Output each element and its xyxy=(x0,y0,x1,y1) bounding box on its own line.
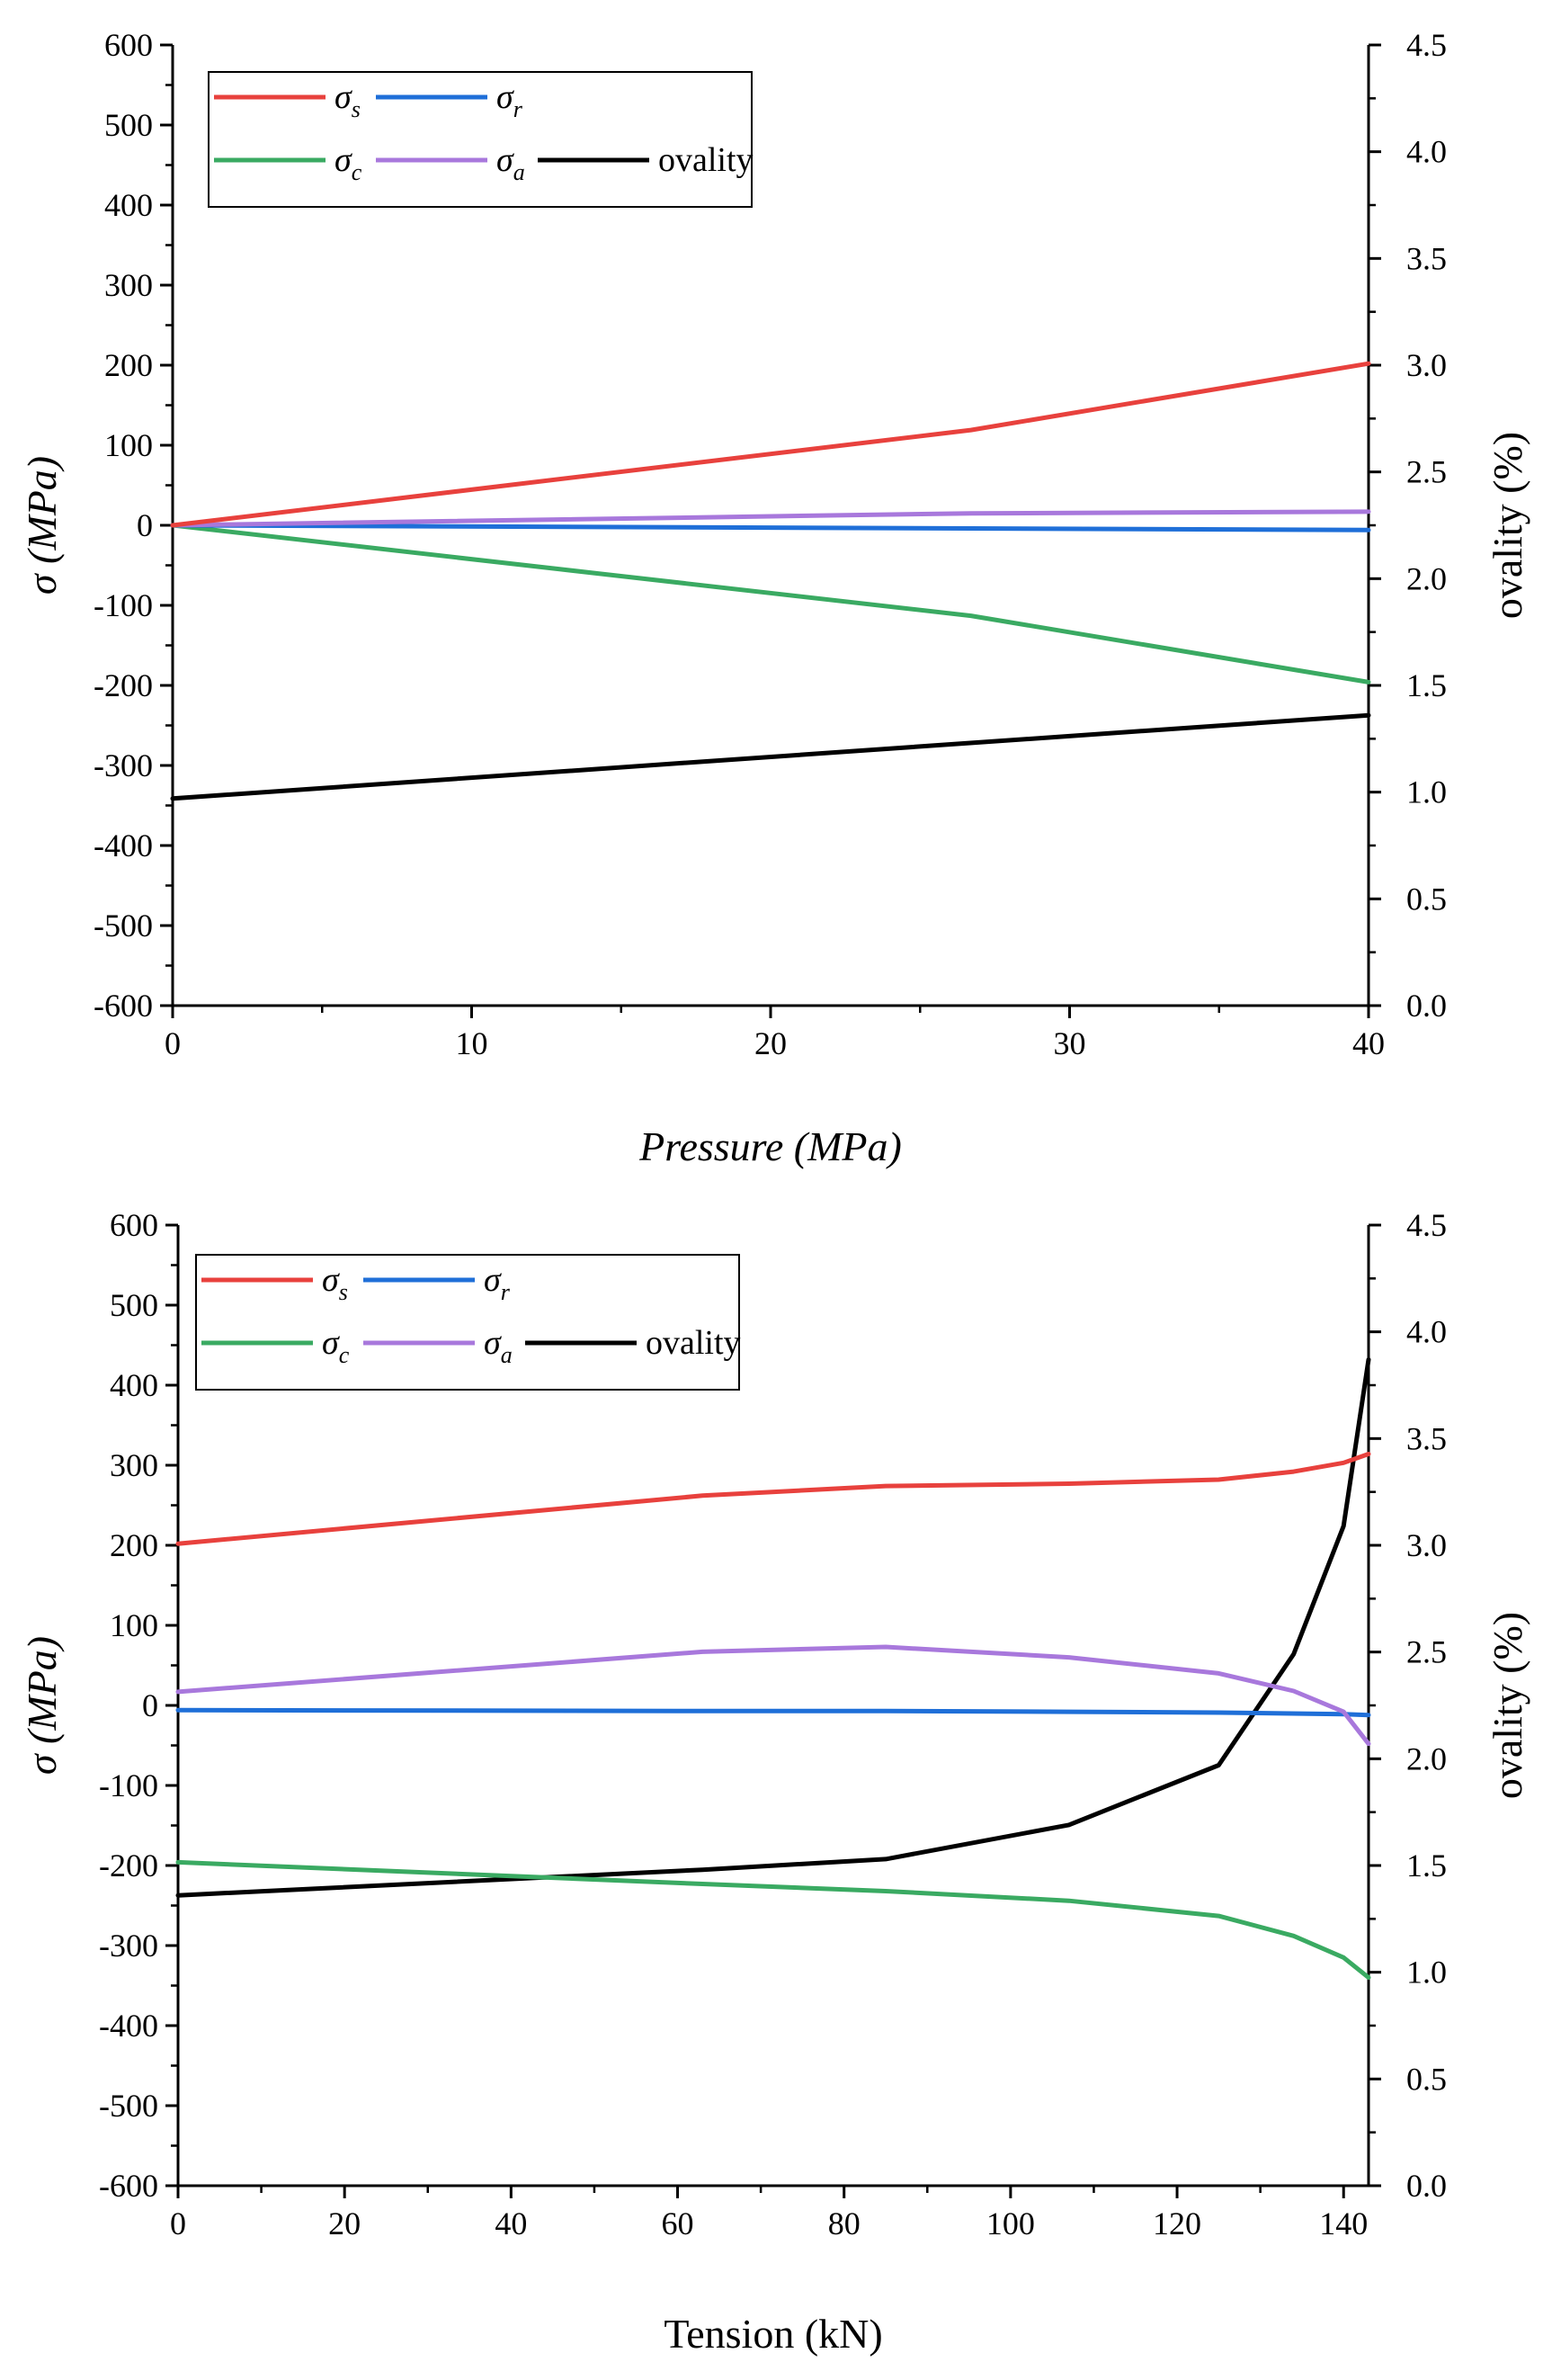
y-tick-label: 600 xyxy=(110,1207,158,1243)
y-right-tick-label: 0.5 xyxy=(1406,2061,1447,2097)
x-tick-label: 100 xyxy=(986,2206,1035,2241)
y-right-tick-label: 4.5 xyxy=(1406,1207,1447,1243)
y-axis-title: σ (MPa) xyxy=(19,1636,65,1775)
series-line-sigma-s xyxy=(175,1452,1371,1546)
y-right-tick-label: 2.0 xyxy=(1406,560,1447,596)
series-line-sigma-s xyxy=(170,361,1371,528)
y-right-tick-label: 4.0 xyxy=(1406,1314,1447,1350)
y-tick-label: 100 xyxy=(104,427,153,463)
legend-subscript: c xyxy=(352,159,362,185)
y-tick-label: 300 xyxy=(110,1447,158,1483)
y-right-tick-label: 4.5 xyxy=(1406,27,1447,63)
legend-subscript: s xyxy=(352,96,361,122)
x-tick-label: 20 xyxy=(328,2206,361,2241)
legend-label: σc xyxy=(334,141,362,185)
y-right-tick-label: 0.5 xyxy=(1406,881,1447,917)
y-right-tick-label: 0.0 xyxy=(1406,2168,1447,2204)
x-tick-label: 60 xyxy=(662,2206,694,2241)
series-line-ovality xyxy=(175,1357,1371,1898)
x-tick-label: 40 xyxy=(495,2206,527,2241)
series-line-sigma-a xyxy=(175,1644,1371,1747)
legend-box xyxy=(195,1254,740,1391)
y-tick-label: 0 xyxy=(137,507,153,543)
legend-subscript: c xyxy=(339,1342,350,1368)
series-line-sigma-c xyxy=(175,1859,1371,1981)
y-tick-label: -300 xyxy=(94,747,153,783)
x-axis-title: Pressure (MPa) xyxy=(638,1123,902,1169)
y-right-axis-title: ovality (%) xyxy=(1485,432,1530,619)
y-tick-label: 400 xyxy=(104,187,153,223)
x-tick-label: 30 xyxy=(1054,1025,1086,1061)
y-tick-label: 300 xyxy=(104,267,153,303)
y-right-tick-label: 3.5 xyxy=(1406,240,1447,276)
x-tick-label: 0 xyxy=(165,1025,181,1061)
series-line-sigma-r xyxy=(175,1707,1371,1718)
series-line-ovality xyxy=(170,712,1371,801)
legend-subscript: r xyxy=(513,96,523,122)
y-right-tick-label: 2.5 xyxy=(1406,1634,1447,1670)
y-right-tick-label: 2.0 xyxy=(1406,1740,1447,1776)
y-tick-label: 200 xyxy=(104,347,153,383)
y-right-tick-label: 3.0 xyxy=(1406,1527,1447,1563)
x-tick-label: 10 xyxy=(456,1025,488,1061)
y-right-axis-title: ovality (%) xyxy=(1485,1612,1530,1799)
series-line-sigma-a xyxy=(170,509,1371,528)
legend-label: ovality xyxy=(658,141,754,179)
y-tick-label: 0 xyxy=(142,1687,158,1723)
y-tick-label: -600 xyxy=(99,2168,158,2204)
chart-2: 6005004003002001000-100-200-300-400-500-… xyxy=(19,1207,1530,2357)
legend-box xyxy=(208,71,753,208)
legend-subscript: s xyxy=(339,1279,348,1305)
legend-subscript: a xyxy=(501,1342,513,1368)
y-tick-label: -200 xyxy=(94,667,153,703)
y-tick-label: 400 xyxy=(110,1367,158,1403)
y-tick-label: -400 xyxy=(94,828,153,863)
legend-subscript: r xyxy=(501,1279,511,1305)
y-right-tick-label: 2.5 xyxy=(1406,454,1447,490)
y-right-tick-label: 1.0 xyxy=(1406,774,1447,810)
legend-label: ovality xyxy=(646,1324,741,1362)
y-tick-label: 500 xyxy=(104,107,153,143)
y-tick-label: 500 xyxy=(110,1287,158,1323)
y-right-tick-label: 3.5 xyxy=(1406,1420,1447,1456)
chart-1: 6005004003002001000-100-200-300-400-500-… xyxy=(19,27,1530,1169)
x-tick-label: 40 xyxy=(1352,1025,1385,1061)
y-tick-label: -200 xyxy=(99,1848,158,1883)
x-axis-title: Tension (kN) xyxy=(664,2311,882,2357)
x-tick-label: 140 xyxy=(1319,2206,1368,2241)
series-line-sigma-r xyxy=(170,523,1371,532)
x-tick-label: 20 xyxy=(754,1025,787,1061)
y-tick-label: -100 xyxy=(94,587,153,623)
x-tick-label: 80 xyxy=(828,2206,861,2241)
y-tick-label: 200 xyxy=(110,1527,158,1563)
x-tick-label: 0 xyxy=(170,2206,186,2241)
y-right-tick-label: 4.0 xyxy=(1406,134,1447,170)
y-tick-label: -500 xyxy=(99,2088,158,2124)
y-tick-label: -300 xyxy=(99,1928,158,1964)
y-tick-label: -600 xyxy=(94,988,153,1024)
y-right-tick-label: 1.5 xyxy=(1406,1848,1447,1883)
y-tick-label: -500 xyxy=(94,908,153,944)
y-right-tick-label: 1.5 xyxy=(1406,667,1447,703)
legend-subscript: a xyxy=(513,159,525,185)
y-tick-label: 100 xyxy=(110,1607,158,1643)
legend-label: σr xyxy=(484,1261,511,1305)
y-axis-title: σ (MPa) xyxy=(19,456,65,595)
x-tick-label: 120 xyxy=(1153,2206,1201,2241)
y-right-tick-label: 3.0 xyxy=(1406,347,1447,383)
series-line-sigma-c xyxy=(170,523,1371,684)
y-tick-label: -400 xyxy=(99,2008,158,2044)
y-right-tick-label: 1.0 xyxy=(1406,1955,1447,1991)
y-tick-label: -100 xyxy=(99,1767,158,1803)
y-right-tick-label: 0.0 xyxy=(1406,988,1447,1024)
y-tick-label: 600 xyxy=(104,27,153,63)
